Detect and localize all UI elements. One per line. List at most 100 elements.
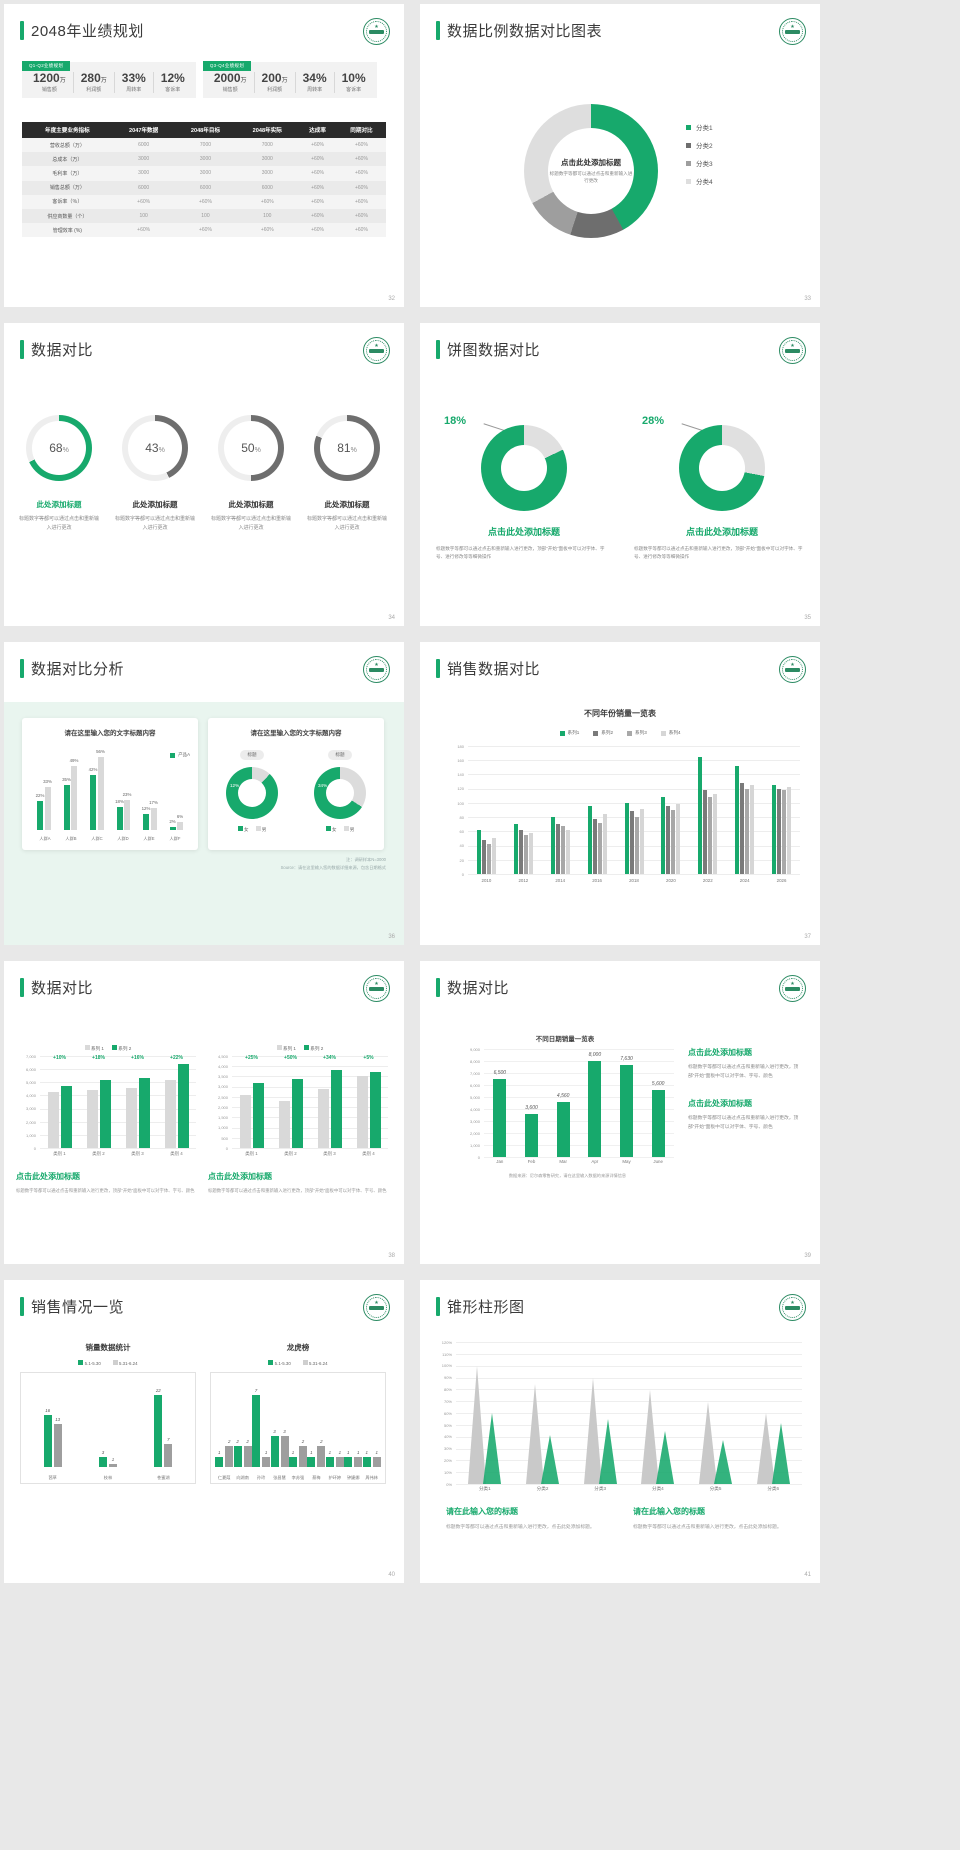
bar: 56% — [96, 749, 105, 830]
bar — [513, 824, 518, 874]
bar — [278, 1100, 290, 1148]
bar: 42% — [89, 767, 97, 830]
bar-group — [689, 746, 726, 874]
bar — [523, 834, 528, 874]
bar — [676, 804, 681, 874]
x-axis-labels: 类别 1 类别 2 类别 3 类别 4 — [232, 1151, 388, 1157]
bar-group: 7,630 — [611, 1049, 643, 1157]
kpi-label: 周转率 — [307, 87, 323, 94]
slide-38: 数据对比 ★ 系列 1 系列 2 0 1,000 2,000 3,000 4,000 5,… — [4, 961, 404, 1264]
bar-group: 22 7 — [136, 1377, 191, 1467]
chart-block-left: 系列 1 系列 2 0 1,000 2,000 3,000 4,000 5,000 6,00… — [16, 1045, 200, 1195]
brand-logo-icon: ★ — [779, 1294, 806, 1321]
gridline: 30% — [444, 1446, 802, 1451]
bar: 6,500 — [493, 1070, 507, 1157]
table-cell: 6000 — [174, 180, 237, 195]
note-source: Source：请在这里输入您的数据详细来源，包含日期格式 — [280, 864, 386, 870]
legend-item: 5.1-5.30 — [78, 1360, 101, 1366]
bar — [291, 1078, 303, 1148]
bar — [481, 839, 486, 874]
bar-group: 18% 23% — [112, 752, 136, 830]
col-header: 达成率 — [298, 122, 337, 138]
legend-swatch — [112, 1360, 118, 1365]
gauge-ring: 81% — [314, 415, 380, 481]
footer-heading: 点击此处添加标题 — [16, 1172, 80, 1181]
bar: 1 — [215, 1450, 224, 1467]
x-label: 钟婕娜 — [346, 1475, 360, 1480]
table-cell: +60% — [336, 152, 386, 167]
legend-swatch — [78, 1360, 84, 1365]
cone-group — [687, 1342, 745, 1484]
block-heading: 点击此处添加标题 — [688, 1048, 752, 1057]
chart-legend: 系列1 系列2 系列3 系列4 — [420, 730, 820, 736]
bar — [661, 797, 666, 874]
y-gridlines: 0 1,000 2,000 3,000 4,000 5,000 6,000 7,000 8,00… — [470, 1047, 674, 1160]
y-gridlines: 0 500 1,000 1,500 2,000 2,500 3,000 3,500 4,000 4… — [218, 1054, 388, 1151]
bar-group — [616, 746, 653, 874]
kpi-item: 200万 利润额 — [255, 71, 296, 94]
legend-label: 产品A — [178, 752, 190, 757]
chart-legend: 5.1-5.30 5.31-6.24 — [210, 1360, 386, 1366]
bar — [138, 1078, 150, 1148]
gridline: 5,000 — [470, 1095, 674, 1100]
bar — [703, 790, 708, 874]
legend-item: 女 — [325, 826, 337, 833]
legend-swatch — [686, 178, 691, 184]
table-row: 销售总额（万） 6000 6000 6000 +60% +60% — [22, 180, 386, 195]
bar-group: +10% — [40, 1055, 79, 1148]
delta-label: +25% — [245, 1055, 258, 1061]
x-label: 2024 — [739, 878, 750, 883]
legend-swatch — [304, 1045, 309, 1050]
bar: 7,630 — [620, 1056, 634, 1157]
kpi-label: 利润额 — [86, 87, 102, 94]
bar — [330, 1070, 342, 1148]
bars: +25% +50% +34% +5% — [232, 1055, 388, 1148]
bar: 49% — [70, 758, 78, 830]
table-cell: +60% — [236, 194, 299, 209]
chart-legend: 5.1-5.30 5.31-6.24 — [20, 1360, 196, 1366]
cone-green — [483, 1413, 502, 1484]
bar — [666, 806, 671, 874]
analysis-card-bars: 请在这里输入您的文字标题内容 产品A 22% 33% 35% 49% 42% 56%… — [22, 718, 198, 850]
cone-gray — [699, 1402, 718, 1484]
bar-group: 3,600 — [516, 1049, 548, 1157]
table-cell: +60% — [236, 223, 299, 238]
donut-chart: 点击此处添加标题 标题数字等都可以通过点击和重新输入进行更改 — [524, 104, 658, 238]
kpi-value: 10% — [341, 71, 366, 85]
card-title: 请在这里输入您的文字标题内容 — [250, 730, 342, 737]
bar-chart: 0 20 40 60 80 100 120 140 160 180 — [457, 744, 800, 877]
table-cell: 3000 — [112, 152, 175, 167]
donut-tag: 标题 — [328, 750, 352, 760]
bar: 1 — [307, 1450, 316, 1467]
text-blocks: 点击此处添加标题 标题数字等都可以通过点击和重新输入进行更改，顶部“开始”面板中… — [688, 1047, 806, 1132]
slide-35: 饼图数据对比 ★ 18% 点击此处添加标题 标题数字等都可以通过点击和重新输入进… — [420, 323, 820, 626]
bar-group: 5,600 — [642, 1049, 674, 1157]
table-cell: 6000 — [236, 180, 299, 195]
kpi-label: 周转率 — [126, 87, 142, 94]
bar-group: 2% 6% — [165, 752, 189, 830]
x-label: 类别 4 — [170, 1151, 183, 1156]
bar-group: 12% 17% — [138, 752, 162, 830]
bar — [597, 822, 602, 874]
kpi-item: 280万 利润额 — [74, 71, 115, 94]
kpi-group-q1q2: Q1-Q2业绩规划 1200万 销售额 280万 利润额 33% 周转率 12%… — [22, 61, 196, 99]
gridline: 5,000 — [26, 1080, 196, 1085]
kpi-item: 10% 客诉率 — [335, 71, 373, 93]
gridline: 100% — [442, 1363, 802, 1368]
donut-block: 标题 12% 女 男 — [208, 743, 296, 833]
bar-group: 16 13 — [25, 1377, 80, 1467]
bar: 2 — [317, 1439, 326, 1467]
gauge-title: 此处添加标题 — [36, 500, 82, 509]
chart-block-right: 系列 1 系列 2 0 500 1,000 1,500 2,000 2,500 3,000 3… — [208, 1045, 392, 1195]
legend-item: 女 — [237, 826, 249, 833]
x-label: 茜草 — [48, 1475, 57, 1480]
x-label: 2010 — [481, 878, 492, 883]
bar: 33% — [43, 779, 52, 830]
gridline: 80 — [460, 815, 800, 820]
table-cell: +60% — [112, 194, 175, 209]
legend-item: 系列3 — [627, 730, 647, 736]
table-cell: +60% — [298, 180, 337, 195]
